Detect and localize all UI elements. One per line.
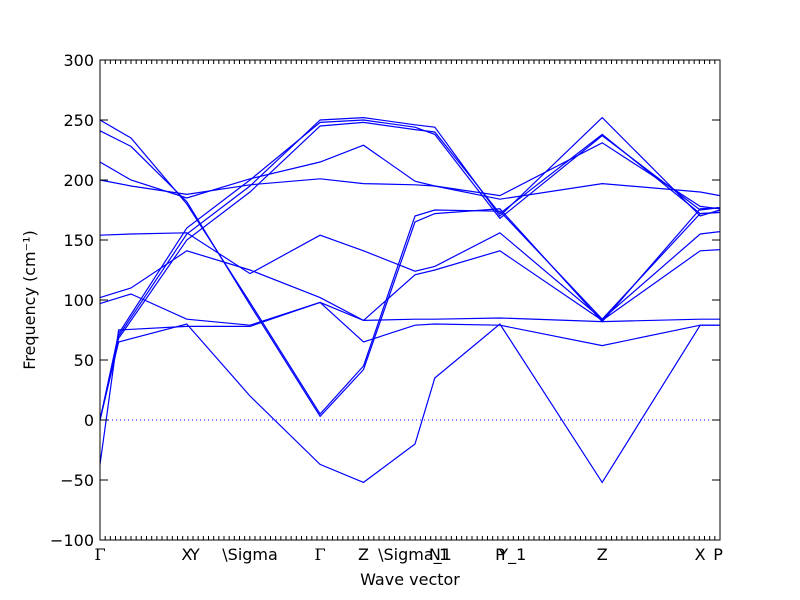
x-tick-label: P [495,545,505,564]
y-tick-label: 200 [63,171,94,190]
x-tick-label: \Sigma [222,545,278,564]
x-tick-label: P [713,545,723,564]
x-tick-label: N [429,545,441,564]
x-axis-ticks: Γ XY \Sigma Γ Z \Sigma_1N1 PY_1 Z X P [94,60,723,565]
x-tick-label: Y_1 [497,545,526,565]
x-tick-label: X [181,545,192,564]
y-tick-label: −100 [50,531,94,550]
y-tick-label: 300 [63,51,94,70]
y-tick-label: 250 [63,111,94,130]
band-line-7 [99,178,721,200]
x-tick-label: \Sigma_1 [378,545,452,565]
y-tick-label: 50 [74,351,94,370]
plot-area [99,116,721,484]
x-tick-label: Γ [315,545,326,564]
x-tick-label: Y [189,545,200,564]
x-tick-label: 1 [439,545,449,564]
y-tick-label: 150 [63,231,94,250]
band-line-8 [99,231,721,320]
band-line-6 [99,142,721,210]
band-line-3 [99,119,721,421]
x-tick-label: X [695,545,706,564]
band-line-9 [99,249,721,322]
x-tick-label: Z [597,545,608,564]
x-tick-label: Γ [94,545,105,564]
y-tick-label: 0 [84,411,94,430]
y-tick-label: −50 [60,471,94,490]
band-line-10 [99,293,720,326]
band-line-1 [99,116,721,421]
band-line-12 [99,323,720,484]
x-tick-label: Z [358,545,369,564]
y-tick-label: 100 [63,291,94,310]
x-axis-label: Wave vector [360,570,460,589]
y-axis-label: Frequency (cm⁻¹) [20,230,39,369]
plot-frame [99,59,721,541]
